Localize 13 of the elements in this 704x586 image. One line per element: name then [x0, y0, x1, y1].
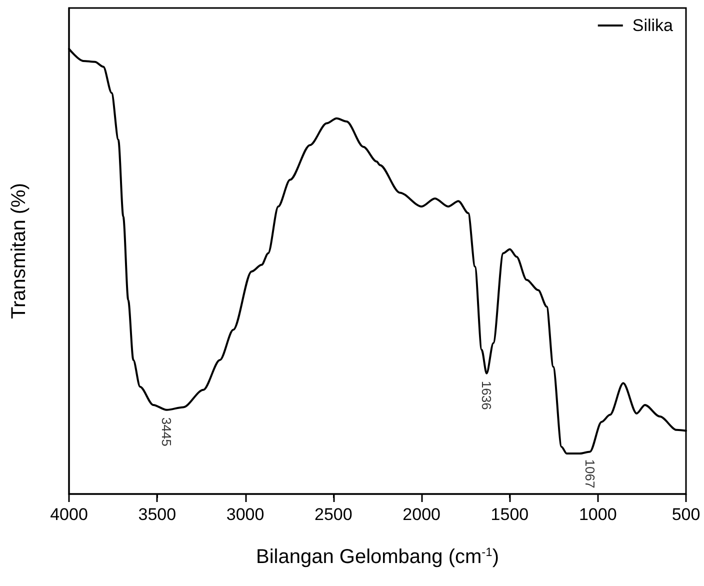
x-tick-label: 3000: [226, 505, 264, 524]
annotation: 3445: [159, 417, 174, 446]
annotation: 1636: [479, 380, 494, 410]
x-tick-label: 1500: [490, 505, 529, 524]
x-tick-label: 2500: [314, 505, 352, 524]
x-tick-label: 4000: [50, 505, 88, 524]
annotation: 1067: [582, 459, 598, 488]
x-tick-label: 500: [672, 505, 700, 524]
x-tick-label: 3500: [138, 505, 176, 524]
legend-label: Silika: [632, 16, 674, 35]
y-axis-title: Transmitan (%): [8, 183, 30, 319]
x-tick-label: 2000: [402, 505, 440, 524]
x-tick-label: 1000: [578, 505, 617, 524]
